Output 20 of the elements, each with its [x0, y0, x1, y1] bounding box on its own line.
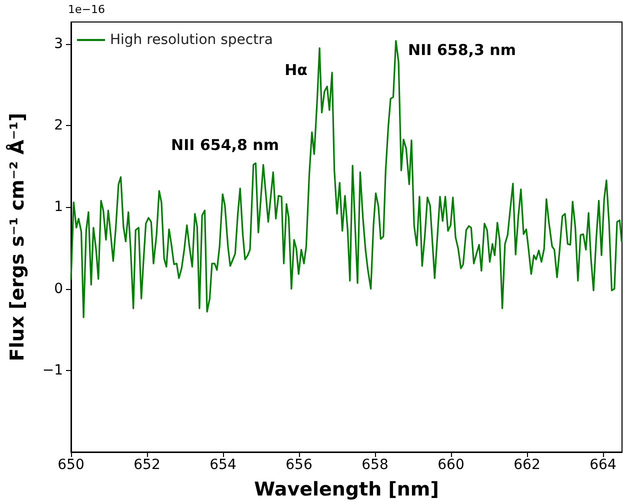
x-tick-label: 650: [58, 457, 84, 473]
x-tick-label: 664: [590, 457, 616, 473]
text: 1e−16: [68, 3, 105, 16]
legend-label: High resolution spectra: [110, 32, 273, 48]
y-axis-title: Flux [ergs s⁻¹ cm⁻² Å⁻¹]: [6, 112, 28, 362]
annotation: NII 658,3 nm: [408, 41, 516, 59]
x-tick-label: 654: [210, 457, 236, 473]
y-tick-label: −1: [42, 362, 63, 378]
annotation: NII 654,8 nm: [171, 136, 279, 154]
x-tick-label: 656: [286, 457, 312, 473]
y-tick-label: 3: [54, 36, 63, 52]
x-axis-title: Wavelength [nm]: [254, 478, 439, 500]
y-tick-label: 2: [54, 118, 63, 134]
x-tick-label: 662: [514, 457, 540, 473]
y-tick-label: 0: [54, 280, 63, 297]
x-tick-label: 658: [362, 457, 388, 473]
y-tick-label: 1: [54, 199, 63, 216]
x-tick-label: 652: [134, 457, 160, 473]
annotation: Hα: [284, 61, 308, 79]
x-tick-label: 660: [438, 457, 464, 473]
